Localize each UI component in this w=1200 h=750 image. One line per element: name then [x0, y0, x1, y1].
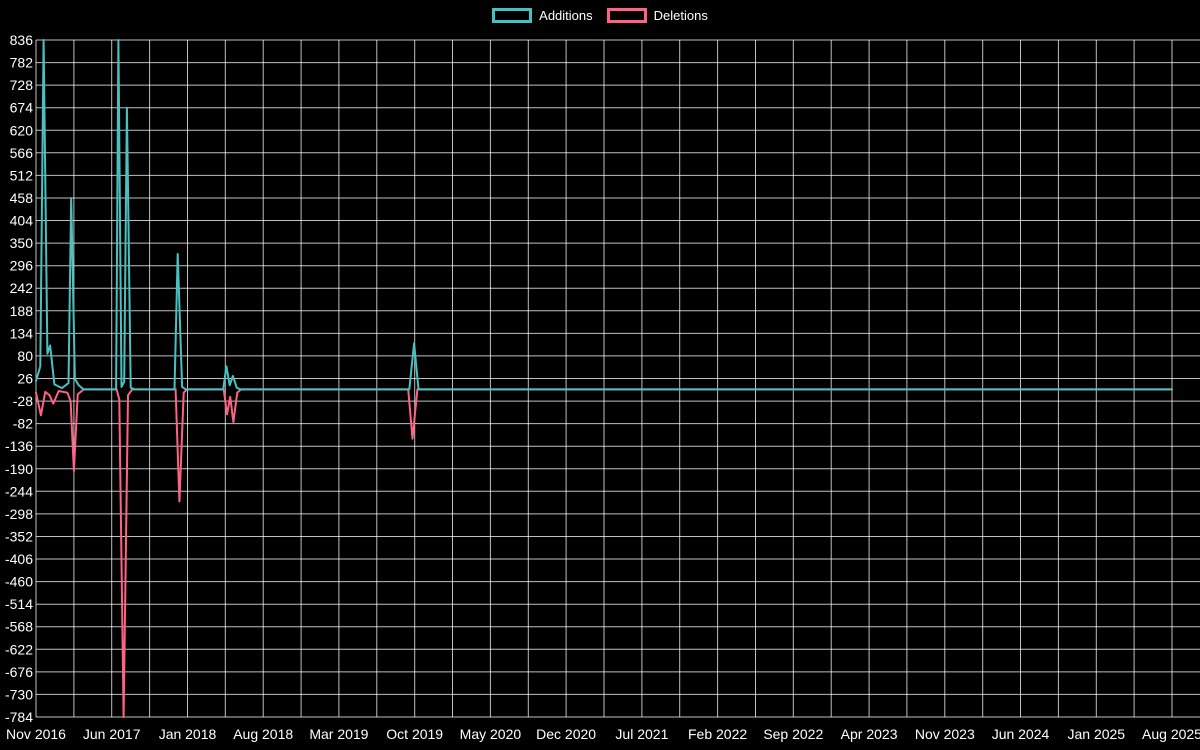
- y-axis-tick-label: -622: [5, 641, 33, 657]
- additions-legend-label: Additions: [539, 8, 593, 23]
- y-axis-tick-label: 566: [10, 145, 34, 161]
- y-axis-tick-label: -568: [5, 619, 33, 635]
- x-axis-tick-label: Oct 2019: [386, 726, 443, 742]
- y-axis-tick-label: 188: [10, 303, 34, 319]
- y-axis-tick-label: 782: [10, 55, 34, 71]
- y-axis-tick-label: 134: [10, 325, 34, 341]
- y-axis-tick-label: 620: [10, 122, 34, 138]
- x-axis-tick-label: Feb 2022: [688, 726, 747, 742]
- y-axis-tick-label: -82: [13, 416, 33, 432]
- x-axis-tick-label: Dec 2020: [536, 726, 596, 742]
- y-axis-tick-label: 350: [10, 235, 34, 251]
- x-axis-tick-label: Jan 2018: [159, 726, 217, 742]
- y-axis-tick-label: -190: [5, 461, 33, 477]
- x-axis-tick-label: Aug 2025: [1142, 726, 1200, 742]
- y-axis-tick-label: -784: [5, 709, 33, 725]
- deletions-color-swatch: [606, 8, 647, 23]
- series-line-deletions: [35, 388, 1173, 718]
- x-axis-tick-label: Jul 2021: [615, 726, 668, 742]
- y-axis-tick-label: 404: [10, 213, 34, 229]
- y-axis-tick-label: -352: [5, 529, 33, 545]
- y-axis-tick-label: -28: [13, 393, 33, 409]
- y-axis-tick-label: 26: [17, 371, 33, 387]
- y-axis-tick-label: 80: [17, 348, 33, 364]
- y-axis-tick-label: 242: [10, 280, 34, 296]
- x-axis-tick-label: Jan 2025: [1067, 726, 1125, 742]
- series-line-additions: [35, 39, 1173, 391]
- x-axis-tick-label: Sep 2022: [763, 726, 823, 742]
- y-axis-tick-label: -514: [5, 596, 33, 612]
- y-axis-tick-label: 296: [10, 258, 34, 274]
- y-axis-tick-label: -136: [5, 438, 33, 454]
- x-axis-tick-label: Aug 2018: [233, 726, 293, 742]
- x-axis-tick-label: Nov 2016: [6, 726, 66, 742]
- y-axis-tick-label: -244: [5, 483, 33, 499]
- chart-legend: Additions Deletions: [0, 8, 1200, 23]
- y-axis-tick-label: 728: [10, 77, 34, 93]
- y-axis-tick-label: 836: [10, 32, 34, 48]
- x-axis-tick-label: Jun 2024: [992, 726, 1050, 742]
- y-axis-tick-label: -406: [5, 551, 33, 567]
- y-axis-tick-label: 458: [10, 190, 34, 206]
- y-axis-tick-label: 674: [10, 100, 34, 116]
- x-axis-tick-label: Nov 2023: [915, 726, 975, 742]
- x-axis-tick-label: Mar 2019: [309, 726, 368, 742]
- legend-item-additions[interactable]: Additions: [492, 8, 593, 23]
- y-axis-tick-label: -460: [5, 574, 33, 590]
- legend-item-deletions[interactable]: Deletions: [606, 8, 708, 23]
- x-axis-tick-label: May 2020: [460, 726, 522, 742]
- deletions-legend-label: Deletions: [653, 8, 708, 23]
- x-axis-tick-label: Jun 2017: [83, 726, 141, 742]
- y-axis-tick-label: -730: [5, 686, 33, 702]
- x-axis-tick-label: Apr 2023: [841, 726, 898, 742]
- additions-color-swatch: [492, 8, 533, 23]
- y-axis-tick-label: -676: [5, 664, 33, 680]
- y-axis-tick-label: -298: [5, 506, 33, 522]
- y-axis-tick-label: 512: [10, 167, 34, 183]
